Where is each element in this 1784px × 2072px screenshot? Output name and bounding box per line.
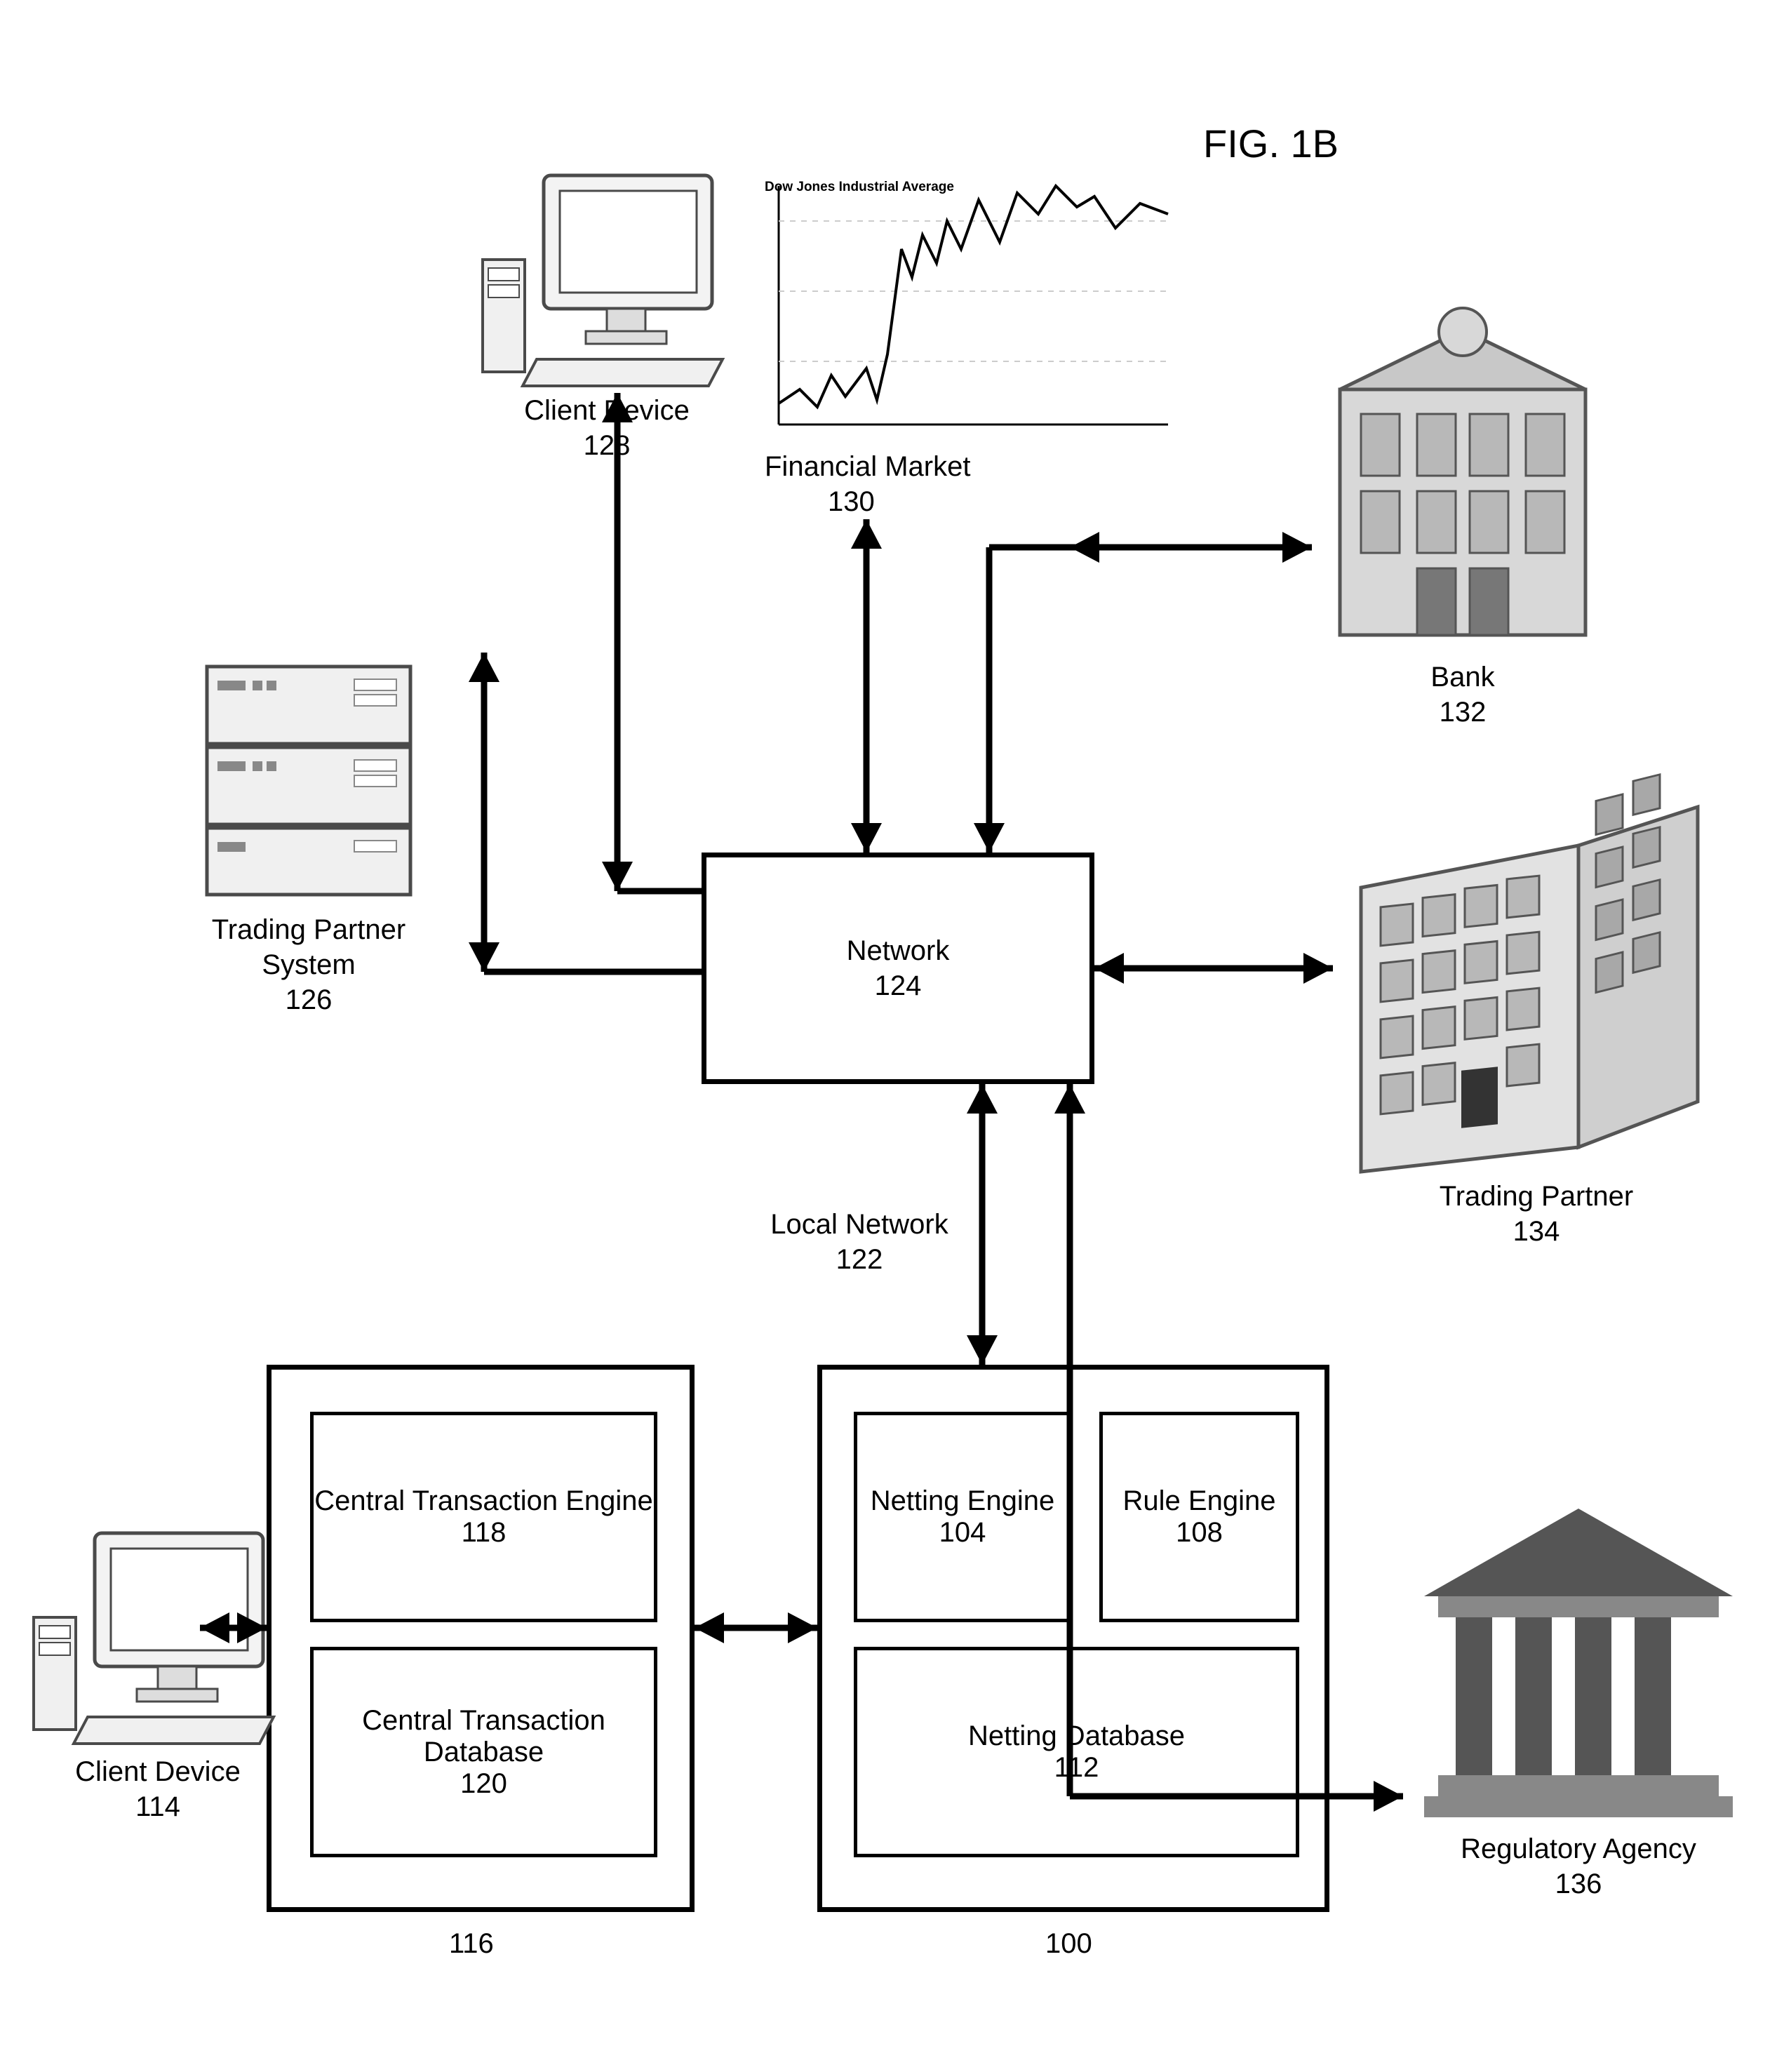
arrows <box>0 0 1784 2072</box>
